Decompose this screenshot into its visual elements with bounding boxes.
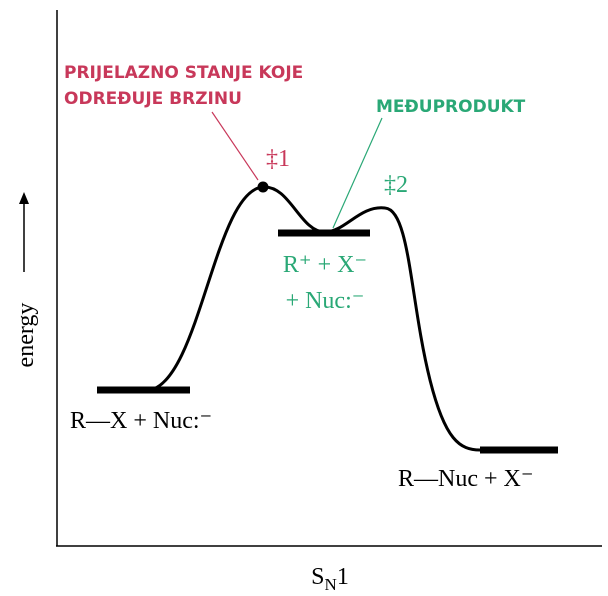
ts-pointer bbox=[211, 111, 259, 181]
ts2-label: ‡2 bbox=[384, 172, 408, 198]
intermediate-species: + Nuc:⁻ bbox=[286, 288, 365, 314]
intermediate-species: R⁺ + X⁻ bbox=[283, 252, 367, 278]
y-axis-label: energy bbox=[13, 303, 39, 368]
products-label: R—Nuc + X⁻ bbox=[398, 466, 534, 492]
ts-label-line: ODREĐUJE BRZINU bbox=[64, 89, 242, 109]
transition-state-dot bbox=[257, 181, 269, 193]
x-axis-label: SN1 bbox=[311, 564, 349, 594]
reactants-label: R—X + Nuc:⁻ bbox=[70, 408, 212, 434]
intermediate-label: MEĐUPRODUKT bbox=[376, 97, 526, 117]
ts-label-line: PRIJELAZNO STANJE KOJE bbox=[64, 63, 303, 83]
energy-arrowhead bbox=[19, 192, 29, 204]
ts1-label: ‡1 bbox=[266, 146, 290, 172]
x-axis-label-main: S bbox=[311, 564, 324, 590]
energy-curve bbox=[149, 185, 481, 452]
x-axis-label-tail: 1 bbox=[337, 564, 349, 590]
intermediate-pointer bbox=[332, 117, 383, 229]
x-axis-label-sub: N bbox=[325, 575, 337, 594]
